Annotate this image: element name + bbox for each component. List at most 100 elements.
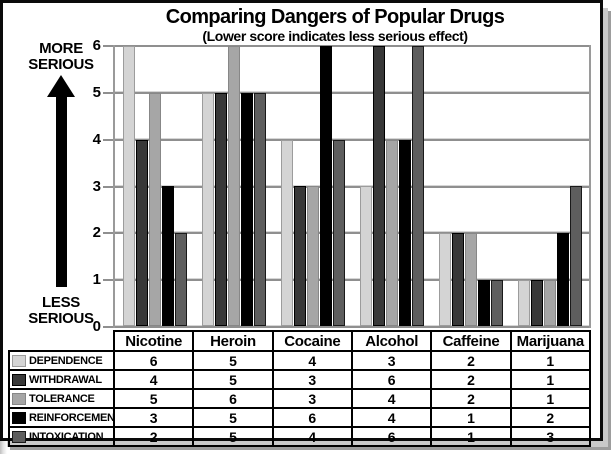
bar-intoxication-cocaine xyxy=(332,140,345,326)
legend-label-reinforcement: REINFORCEMENT xyxy=(29,411,114,424)
value-dependence-marijuana: 1 xyxy=(509,350,592,371)
bar-dependence-alcohol xyxy=(359,186,372,326)
bar-tolerance-cocaine xyxy=(306,186,319,326)
legend-label-withdrawal: WITHDRAWAL xyxy=(29,373,102,386)
table-row-dependence: DEPENDENCE 6 5 4 3 2 1 xyxy=(8,350,592,371)
title-block: Comparing Dangers of Popular Drugs (Lowe… xyxy=(95,6,575,44)
value-reinforcement-cocaine: 6 xyxy=(271,407,353,428)
up-arrow-icon xyxy=(47,75,75,97)
legend-cell-intoxication: INTOXICATION xyxy=(8,426,115,447)
y-tick-mark-2 xyxy=(103,232,113,234)
table-corner-cell xyxy=(9,331,114,351)
table-header-row: Nicotine Heroin Cocaine Alcohol Caffeine Mari… xyxy=(9,330,592,352)
bar-withdrawal-nicotine xyxy=(135,140,148,326)
y-tick-mark-6 xyxy=(103,45,113,47)
value-withdrawal-alcohol: 6 xyxy=(350,369,433,390)
legend-entry: DEPENDENCE xyxy=(12,354,112,367)
value-tolerance-cocaine: 3 xyxy=(271,388,353,409)
value-tolerance-alcohol: 4 xyxy=(350,388,433,409)
bar-withdrawal-heroin xyxy=(214,93,227,326)
axis-annotation-more-serious: MORE SERIOUS xyxy=(28,40,94,73)
y-axis: 0 1 2 3 4 5 6 xyxy=(81,37,113,335)
bar-group-cocaine xyxy=(273,46,352,326)
value-reinforcement-alcohol: 4 xyxy=(350,407,433,428)
bar-withdrawal-cocaine xyxy=(293,186,306,326)
value-intoxication-heroin: 5 xyxy=(192,426,274,447)
column-header-caffeine: Caffeine xyxy=(430,330,512,352)
legend-entry: INTOXICATION xyxy=(12,430,112,443)
table-row-intoxication: INTOXICATION 2 5 4 6 1 3 xyxy=(8,426,592,447)
value-intoxication-marijuana: 3 xyxy=(509,426,592,447)
bar-reinforcement-cocaine xyxy=(319,46,332,326)
legend-swatch-tolerance xyxy=(12,392,26,405)
value-withdrawal-cocaine: 3 xyxy=(271,369,353,390)
gridline-3 xyxy=(115,186,589,188)
bar-tolerance-heroin xyxy=(227,46,240,326)
value-reinforcement-caffeine: 1 xyxy=(430,407,512,428)
gridline-5 xyxy=(115,92,589,94)
legend-swatch-dependence xyxy=(12,354,26,367)
y-tick-label-2: 2 xyxy=(92,224,101,241)
value-intoxication-alcohol: 6 xyxy=(350,426,433,447)
bar-group-caffeine xyxy=(431,233,510,326)
bar-intoxication-nicotine xyxy=(174,233,187,326)
legend-swatch-intoxication xyxy=(12,430,26,443)
y-tick-label-3: 3 xyxy=(92,178,101,195)
bar-group-alcohol xyxy=(352,46,431,326)
up-arrow-shaft xyxy=(56,95,67,287)
bar-tolerance-alcohol xyxy=(385,140,398,326)
y-tick-label-6: 6 xyxy=(92,37,101,54)
bar-reinforcement-caffeine xyxy=(477,280,490,326)
legend-cell-tolerance: TOLERANCE xyxy=(8,388,115,409)
legend-label-tolerance: TOLERANCE xyxy=(29,392,95,405)
value-dependence-alcohol: 3 xyxy=(350,350,433,371)
value-withdrawal-nicotine: 4 xyxy=(112,369,195,390)
plot-area xyxy=(113,45,591,328)
bar-reinforcement-alcohol xyxy=(398,140,411,326)
value-reinforcement-heroin: 5 xyxy=(192,407,274,428)
value-intoxication-cocaine: 4 xyxy=(271,426,353,447)
bar-dependence-cocaine xyxy=(280,140,293,326)
column-header-marijuana: Marijuana xyxy=(509,330,592,352)
gridline-4 xyxy=(115,139,589,141)
value-dependence-cocaine: 4 xyxy=(271,350,353,371)
bar-intoxication-marijuana xyxy=(569,186,582,326)
table-row-reinforcement: REINFORCEMENT 3 5 6 4 1 2 xyxy=(8,407,592,428)
bar-group-marijuana xyxy=(510,186,589,326)
legend-entry: REINFORCEMENT xyxy=(12,411,114,424)
value-intoxication-nicotine: 2 xyxy=(112,426,195,447)
column-header-nicotine: Nicotine xyxy=(112,330,195,352)
y-tick-label-1: 1 xyxy=(92,271,101,288)
data-table: Nicotine Heroin Cocaine Alcohol Caffeine Mari… xyxy=(8,330,592,447)
legend-swatch-withdrawal xyxy=(12,373,26,386)
bar-dependence-nicotine xyxy=(122,46,135,326)
bar-tolerance-marijuana xyxy=(543,280,556,326)
legend-cell-withdrawal: WITHDRAWAL xyxy=(8,369,115,390)
bar-intoxication-alcohol xyxy=(411,46,424,326)
bar-reinforcement-marijuana xyxy=(556,233,569,326)
axis-annotation-less-serious: LESS SERIOUS xyxy=(28,294,94,327)
legend-cell-reinforcement: REINFORCEMENT xyxy=(8,407,115,428)
legend-swatch-reinforcement xyxy=(12,411,26,424)
chart-frame: Comparing Dangers of Popular Drugs (Lowe… xyxy=(0,0,603,447)
y-tick-label-4: 4 xyxy=(92,131,101,148)
value-dependence-caffeine: 2 xyxy=(430,350,512,371)
value-tolerance-caffeine: 2 xyxy=(430,388,512,409)
bar-reinforcement-heroin xyxy=(240,93,253,326)
column-header-cocaine: Cocaine xyxy=(271,330,353,352)
value-withdrawal-marijuana: 1 xyxy=(509,369,592,390)
legend-entry: WITHDRAWAL xyxy=(12,373,112,386)
value-dependence-heroin: 5 xyxy=(192,350,274,371)
gridline-6 xyxy=(115,45,589,47)
bar-group-nicotine xyxy=(115,46,194,326)
bar-withdrawal-marijuana xyxy=(530,280,543,326)
value-intoxication-caffeine: 1 xyxy=(430,426,512,447)
gridline-2 xyxy=(115,232,589,234)
y-tick-mark-4 xyxy=(103,139,113,141)
bar-withdrawal-caffeine xyxy=(451,233,464,326)
bar-dependence-heroin xyxy=(201,93,214,326)
y-tick-mark-5 xyxy=(103,92,113,94)
y-tick-mark-1 xyxy=(103,279,113,281)
y-tick-mark-0 xyxy=(103,326,113,328)
